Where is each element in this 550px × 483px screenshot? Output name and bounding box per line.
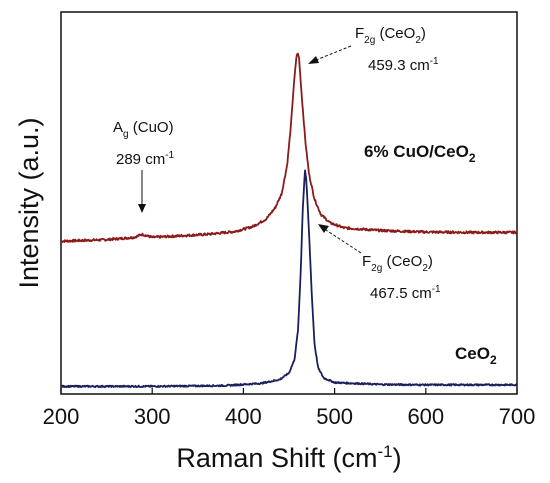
annotation-f2g-467-arrowhead [318,224,329,233]
y-axis-label: Intensity (a.u.) [14,117,44,288]
annotation-ag-value: 289 cm-1 [116,150,175,168]
annotation-f2g-459-value: 459.3 cm-1 [368,56,439,74]
x-tick-label: 500 [316,404,353,429]
annotation-ag-cuo: Ag (CuO) 289 cm-1 [113,119,175,213]
x-tick-label: 600 [407,404,444,429]
series-line-cuo_ceo2 [60,52,518,243]
plot-frame [60,11,518,395]
annotation-f2g-459-arrowhead [308,56,319,64]
annotation-f2g-467-title: F2g (CeO2) [362,253,433,274]
x-tick-label: 300 [134,404,171,429]
series-label-cuo-ceo2: 6% CuO/CeO2 [364,142,476,165]
annotation-f2g-459-arrow [315,45,352,61]
annotation-f2g-459: F2g (CeO2) 459.3 cm-1 [308,25,439,74]
annotation-f2g-467-arrow [325,229,362,254]
series-label-ceo2: CeO2 [455,344,497,367]
annotation-ag-title: Ag (CuO) [113,119,174,140]
x-axis-ticks: 200 300 400 500 600 700 [43,388,536,429]
series-layer [60,52,518,389]
x-tick-label: 400 [225,404,262,429]
x-axis-label: Raman Shift (cm-1) [176,442,401,473]
annotation-ag-arrowhead [138,204,146,213]
x-tick-label: 200 [43,404,80,429]
x-tick-label: 700 [499,404,536,429]
annotation-f2g-459-title: F2g (CeO2) [355,25,426,46]
annotation-f2g-467-value: 467.5 cm-1 [370,284,441,302]
annotation-f2g-467: F2g (CeO2) 467.5 cm-1 [318,224,441,302]
series-line-ceo2 [60,169,518,389]
